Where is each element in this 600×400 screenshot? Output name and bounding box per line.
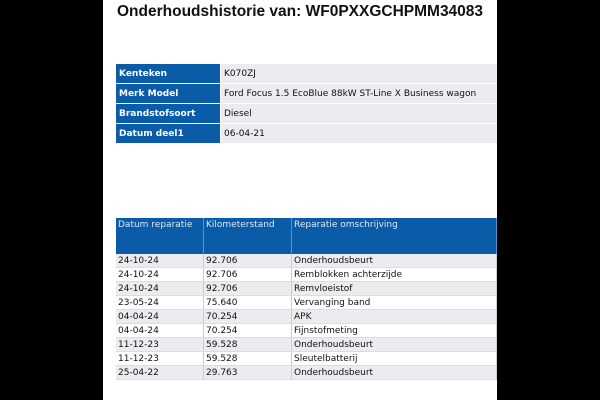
table-cell: APK	[291, 309, 497, 324]
table-cell: 11-12-23	[116, 351, 204, 366]
table-row: 24-10-24 92.706 Remvloeistof	[116, 281, 497, 296]
table-cell: 11-12-23	[116, 337, 204, 352]
info-value: Diesel	[220, 103, 497, 124]
table-row: 04-04-24 70.254 APK	[116, 309, 497, 324]
table-cell: 24-10-24	[116, 267, 204, 282]
table-row: 11-12-23 59.528 Onderhoudsbeurt	[116, 337, 497, 352]
info-row: Kenteken K070ZJ	[116, 64, 497, 84]
table-cell: Vervanging band	[291, 295, 497, 310]
column-header: Kilometerstand	[203, 218, 292, 254]
repair-history-table: Datum reparatie Kilometerstand Reparatie o…	[116, 218, 497, 380]
table-row: 25-04-22 29.763 Onderhoudsbeurt	[116, 365, 497, 380]
table-cell: 24-10-24	[116, 281, 204, 296]
table-cell: Sleutelbatterij	[291, 351, 497, 366]
column-header: Datum reparatie	[116, 218, 204, 254]
table-cell: Remvloeistof	[291, 281, 497, 296]
table-cell: 24-10-24	[116, 254, 204, 268]
info-value: K070ZJ	[220, 64, 497, 84]
table-cell: 92.706	[203, 281, 292, 296]
info-value: Ford Focus 1.5 EcoBlue 88kW ST-Line X Bu…	[220, 83, 497, 104]
info-row: Brandstofsoort Diesel	[116, 103, 497, 124]
table-cell: 70.254	[203, 323, 292, 338]
info-label: Merk Model	[116, 83, 221, 104]
vehicle-info-table: Kenteken K070ZJ Merk Model Ford Focus 1.5 E…	[116, 64, 497, 144]
document-page: Onderhoudshistorie van: WF0PXXGCHPMM3408…	[103, 0, 497, 400]
table-cell: 29.763	[203, 365, 292, 380]
table-cell: 25-04-22	[116, 365, 204, 380]
info-label: Brandstofsoort	[116, 103, 221, 124]
table-row: 24-10-24 92.706 Onderhoudsbeurt	[116, 254, 497, 268]
table-cell: 92.706	[203, 267, 292, 282]
info-row: Datum deel1 06-04-21	[116, 123, 497, 144]
info-value: 06-04-21	[220, 123, 497, 144]
column-header: Reparatie omschrijving	[291, 218, 497, 254]
info-label: Kenteken	[116, 64, 221, 84]
table-cell: 75.640	[203, 295, 292, 310]
table-row: 04-04-24 70.254 Fijnstofmeting	[116, 323, 497, 338]
info-label: Datum deel1	[116, 123, 221, 144]
table-row: 24-10-24 92.706 Remblokken achterzijde	[116, 267, 497, 282]
table-cell: 04-04-24	[116, 309, 204, 324]
table-row: 23-05-24 75.640 Vervanging band	[116, 295, 497, 310]
table-cell: Onderhoudsbeurt	[291, 337, 497, 352]
table-cell: 70.254	[203, 309, 292, 324]
page-title: Onderhoudshistorie van: WF0PXXGCHPMM3408…	[117, 3, 484, 20]
table-cell: Remblokken achterzijde	[291, 267, 497, 282]
table-cell: 23-05-24	[116, 295, 204, 310]
table-cell: Onderhoudsbeurt	[291, 365, 497, 380]
table-cell: Onderhoudsbeurt	[291, 254, 497, 268]
table-cell: 59.528	[203, 351, 292, 366]
info-row: Merk Model Ford Focus 1.5 EcoBlue 88kW ST…	[116, 83, 497, 104]
table-cell: Fijnstofmeting	[291, 323, 497, 338]
table-row: 11-12-23 59.528 Sleutelbatterij	[116, 351, 497, 366]
table-cell: 59.528	[203, 337, 292, 352]
table-cell: 92.706	[203, 254, 292, 268]
table-cell: 04-04-24	[116, 323, 204, 338]
